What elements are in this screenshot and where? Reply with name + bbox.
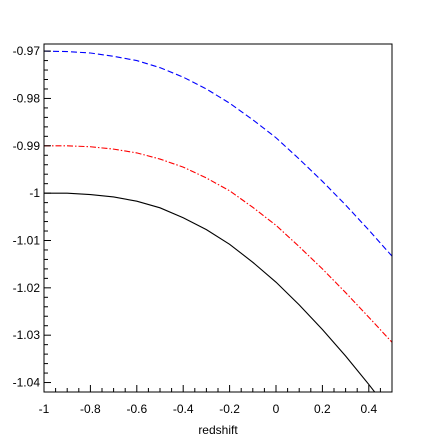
x-tick-label: 0 — [273, 402, 280, 416]
series-layer — [44, 50, 392, 392]
x-tick-label: -0.2 — [219, 402, 240, 416]
x-tick-label: -0.4 — [173, 402, 194, 416]
y-tick-label: -1.03 — [13, 328, 41, 342]
series-line-1 — [44, 50, 392, 257]
axes-layer: -1 -0.8 -0.6 -0.4 -0.2 0 0.2 0.4 -0.97 -0.98 -0.99… — [13, 44, 393, 416]
x-tick-label: 0.2 — [314, 402, 331, 416]
y-tick-label: -1.02 — [13, 281, 41, 295]
x-tick-label: -1 — [39, 402, 50, 416]
y-tick-label: -0.98 — [13, 91, 41, 105]
series-line-2 — [44, 145, 392, 343]
y-tick-label: -0.97 — [13, 44, 41, 58]
y-tick-label: -1 — [29, 186, 40, 200]
x-axis-title: redshift — [198, 423, 238, 436]
y-tick-label: -1.04 — [13, 376, 41, 390]
x-tick-label: -0.8 — [80, 402, 101, 416]
x-tick-label: 0.4 — [360, 402, 377, 416]
plot-frame — [43, 43, 393, 393]
y-tick-label: -1.01 — [13, 233, 41, 247]
series-line-3 — [44, 192, 376, 392]
x-tick-label: -0.6 — [126, 402, 147, 416]
y-tick-label: -0.99 — [13, 139, 41, 153]
